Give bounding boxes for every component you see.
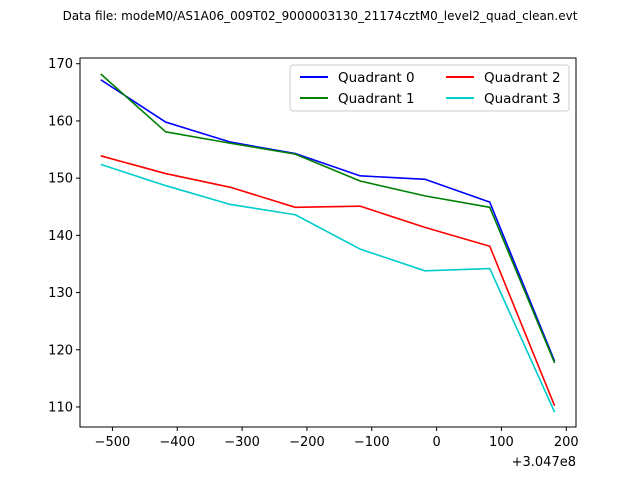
series-line-quadrant-3 bbox=[100, 163, 556, 413]
x-offset-label: +3.047e8 bbox=[512, 455, 576, 470]
y-tick-label: 170 bbox=[48, 57, 73, 72]
y-tick-label: 120 bbox=[48, 343, 73, 358]
y-axis: 110 120 130 140 150 160 170 bbox=[48, 57, 80, 415]
x-tick-label: −100 bbox=[354, 435, 390, 450]
x-tick-label: −300 bbox=[224, 435, 260, 450]
series-line-quadrant-0 bbox=[100, 79, 556, 362]
legend-label-quadrant-2: Quadrant 2 bbox=[484, 70, 561, 86]
legend-label-quadrant-1: Quadrant 1 bbox=[338, 91, 415, 107]
x-tick-label: −200 bbox=[289, 435, 325, 450]
legend: Quadrant 0 Quadrant 1 Quadrant 2 Quadrant 3 bbox=[289, 64, 570, 112]
x-axis: −500 −400 −300 −200 −100 0 100 200 bbox=[95, 427, 579, 450]
legend-label-quadrant-3: Quadrant 3 bbox=[484, 91, 561, 107]
x-tick-label: −500 bbox=[95, 435, 131, 450]
x-tick-label: 100 bbox=[489, 435, 514, 450]
y-tick-label: 160 bbox=[48, 114, 73, 129]
y-tick-label: 130 bbox=[48, 286, 73, 301]
axes-frame bbox=[79, 57, 577, 428]
y-tick-label: 150 bbox=[48, 172, 73, 187]
legend-label-quadrant-0: Quadrant 0 bbox=[338, 70, 415, 86]
series-layer bbox=[100, 73, 556, 413]
series-line-quadrant-1 bbox=[100, 73, 556, 364]
series-line-quadrant-2 bbox=[100, 155, 556, 407]
x-tick-label: −400 bbox=[159, 435, 195, 450]
legend-frame bbox=[289, 64, 570, 112]
x-tick-label: 200 bbox=[554, 435, 579, 450]
x-tick-label: 0 bbox=[432, 435, 440, 450]
y-tick-label: 140 bbox=[48, 229, 73, 244]
chart-title: Data file: modeM0/AS1A06_009T02_90000031… bbox=[63, 9, 578, 23]
y-tick-label: 110 bbox=[48, 400, 73, 415]
